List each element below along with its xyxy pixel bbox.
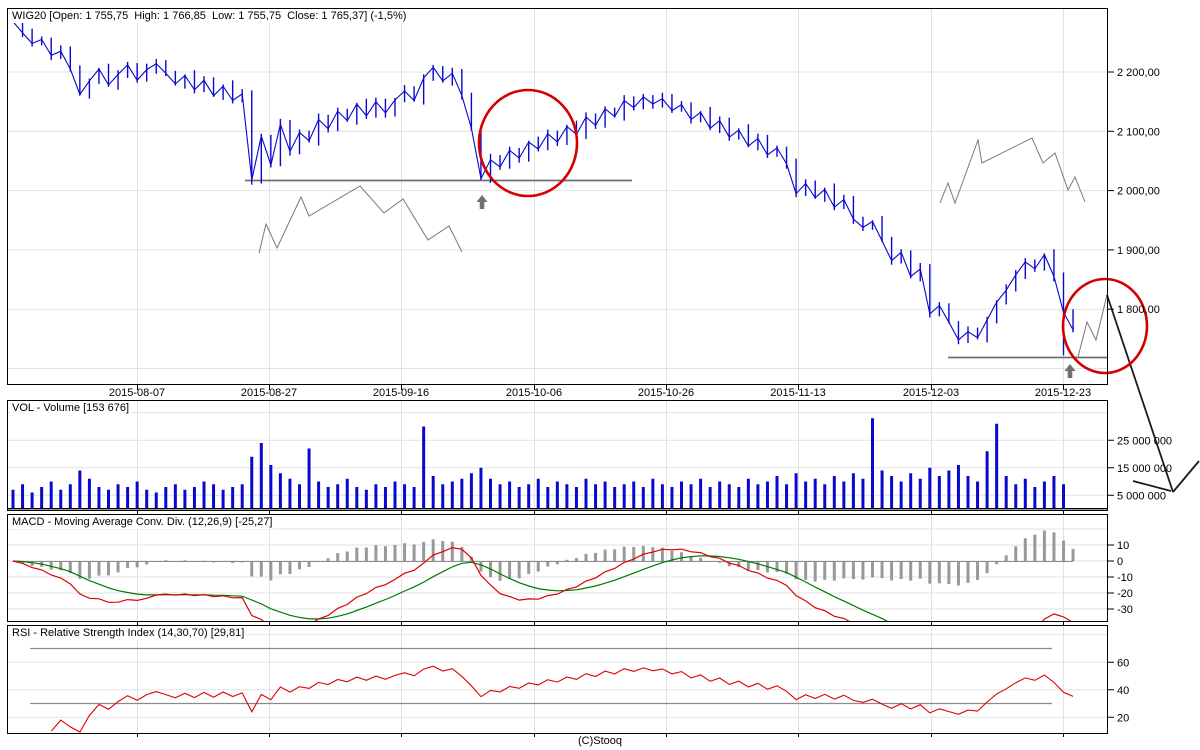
price-panel-title: WIG20 [Open: 1 755,75 High: 1 766,85 Low… [10,10,409,23]
annotation-layer [258,88,1200,493]
y-tick-label: 20 [1117,712,1129,724]
copyright-credit: (C)Stooq [577,735,623,747]
y-tick-label: 2 100,00 [1117,126,1160,138]
pattern-zigzag [939,137,1086,205]
y-tick-label: 0 [1117,556,1123,568]
rsi-series [30,647,1074,733]
macd-panel-title: MACD - Moving Average Conv. Div. (12,26,… [10,516,275,529]
y-tick-label: 40 [1117,685,1129,697]
annotation-line [1172,460,1200,493]
y-tick-label: 15 000 000 [1117,463,1172,475]
x-tick-label: 2015-08-27 [241,387,297,399]
grid-layer [8,9,1107,733]
x-tick-label: 2015-11-13 [770,387,825,399]
macd-panel-border [7,514,1108,622]
rsi-panel-title: RSI - Relative Strength Index (14,30,70)… [10,627,247,640]
axis-labels: 2015-08-07 2015-08-27 2015-09-16 2015-10-06… [109,67,1172,737]
y-tick-label: 2 200,00 [1117,67,1160,79]
y-tick-label: -30 [1117,604,1133,616]
main-panel-border [7,8,1108,385]
x-tick-label: 2015-10-06 [506,387,562,399]
y-tick-label: 25 000 000 [1117,435,1172,447]
y-tick-label: 10 [1117,540,1129,552]
up-arrow-icon [476,195,488,209]
x-tick-label: 2015-09-16 [373,387,429,399]
y-tick-label: -10 [1117,572,1133,584]
y-tick-label: 5 000 000 [1117,490,1166,502]
up-arrow-icon [1064,364,1076,378]
x-tick-label: 2015-10-26 [638,387,694,399]
y-tick-label: 2 000,00 [1117,186,1160,198]
annotation-line [1106,294,1174,493]
highlight-circle [1061,277,1149,375]
x-tick-label: 2015-12-03 [903,387,959,399]
y-tick-label: 60 [1117,657,1129,669]
highlight-circle [477,88,579,198]
volume-bars [11,418,1075,509]
x-tick-label: 2015-08-07 [109,387,165,399]
rsi-panel-border [7,625,1108,734]
volume-panel-title: VOL - Volume [153 676] [10,402,131,415]
vol-panel-border [7,400,1108,511]
y-tick-label: 1 900,00 [1117,245,1160,257]
macd-series [11,530,1075,621]
pattern-zigzag [1077,294,1108,358]
y-tick-label: 1 800,00 [1117,304,1160,316]
y-tick-label: -20 [1117,588,1133,600]
annotation-line [1132,480,1172,492]
pattern-zigzag [258,185,463,254]
x-tick-label: 2015-12-23 [1035,387,1091,399]
price-series [12,16,1074,356]
